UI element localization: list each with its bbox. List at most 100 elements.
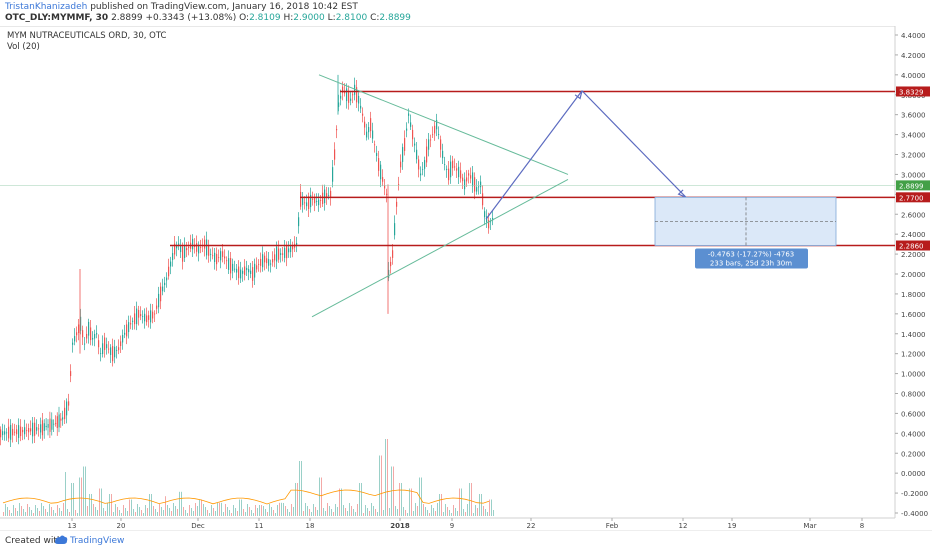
candle-body <box>372 130 374 139</box>
volume-bar <box>283 503 284 516</box>
volume-bar <box>133 509 134 516</box>
candle-body <box>346 88 348 102</box>
volume-bar <box>387 439 388 516</box>
volume-bar <box>367 508 368 516</box>
volume-bar <box>473 513 474 516</box>
volume-bar <box>337 507 338 516</box>
candle-body <box>362 113 364 116</box>
volume-bar <box>257 508 258 516</box>
y-tick-label: 0.0000 <box>901 470 926 478</box>
chart-canvas[interactable]: 4.40004.20004.00003.80003.60003.40003.20… <box>0 26 932 530</box>
candle-body <box>176 244 178 249</box>
candle-body <box>242 270 244 274</box>
volume-bar <box>231 513 232 516</box>
volume-bar <box>299 461 300 516</box>
candle-body <box>216 253 218 265</box>
volume-bar <box>177 509 178 516</box>
volume-bar <box>411 488 412 516</box>
candle-body <box>26 430 28 432</box>
candle-body <box>334 149 336 160</box>
candle-body <box>390 261 392 267</box>
candle-body <box>45 425 47 428</box>
low-label: L: <box>327 13 336 23</box>
volume-bar <box>361 483 362 516</box>
volume-bar <box>217 503 218 516</box>
candle-body <box>384 185 386 189</box>
volume-bar <box>355 512 356 516</box>
candle-body <box>80 316 82 331</box>
candle-body <box>41 420 44 436</box>
candle-body <box>56 416 58 429</box>
volume-bar <box>413 511 414 516</box>
candle-body <box>286 244 288 259</box>
x-tick-label: 20 <box>117 522 126 530</box>
volume-bar <box>29 507 30 516</box>
volume-bar <box>71 483 72 516</box>
candle-body <box>402 147 404 162</box>
volume-bar <box>237 511 238 516</box>
volume-bar <box>493 510 494 516</box>
volume-bar <box>157 512 158 516</box>
candle-body <box>162 286 164 292</box>
volume-bar <box>451 513 452 516</box>
candle-body <box>252 267 254 281</box>
volume-bar <box>279 502 280 516</box>
volume-bar <box>107 503 108 516</box>
candle-body <box>344 91 346 94</box>
candle-body <box>128 322 130 333</box>
candle-body <box>208 245 210 256</box>
volume-bar <box>31 510 32 516</box>
candle-body <box>482 193 484 206</box>
candle-body <box>22 429 24 433</box>
candle-body <box>308 196 310 210</box>
volume-bar <box>5 504 6 516</box>
candle-body <box>98 340 100 348</box>
candle-body <box>436 119 438 130</box>
volume-bar <box>37 508 38 516</box>
volume-bar <box>137 504 138 516</box>
volume-bar <box>243 509 244 516</box>
volume-bar <box>35 505 36 516</box>
volume-bar <box>63 503 64 516</box>
candle-body <box>342 86 344 93</box>
candle-body <box>47 423 49 428</box>
volume-bar <box>389 508 390 516</box>
volume-bar <box>163 510 164 516</box>
candle-body <box>154 313 156 315</box>
volume-bar <box>259 505 260 516</box>
volume-bar <box>459 488 460 516</box>
volume-bar <box>57 505 58 516</box>
candle-body <box>484 211 486 218</box>
x-tick-label: 18 <box>306 522 315 530</box>
volume-bar <box>47 512 48 516</box>
candle-body <box>224 256 226 259</box>
candle-body <box>414 143 416 146</box>
tradingview-logo-icon <box>55 535 68 544</box>
author-link[interactable]: TristanKhanizadeh <box>5 2 88 12</box>
open-label: O: <box>239 13 250 23</box>
level-price-label: 2.7700 <box>899 194 924 202</box>
volume-bar <box>233 505 234 516</box>
candle-body <box>376 153 378 156</box>
volume-bar <box>305 503 306 516</box>
volume-bar <box>281 502 282 516</box>
volume-bar <box>193 511 194 516</box>
high-label: H: <box>283 13 294 23</box>
volume-bar <box>377 512 378 516</box>
candle-body <box>284 247 286 258</box>
volume-bar <box>129 499 130 516</box>
y-tick-label: 2.2000 <box>901 251 926 259</box>
volume-bar <box>449 510 450 516</box>
candle-body <box>170 261 172 267</box>
volume-bar <box>481 494 482 516</box>
candle-body <box>302 196 304 206</box>
volume-bar <box>117 507 118 516</box>
candle-body <box>74 336 76 342</box>
volume-bar <box>353 509 354 516</box>
volume-bar <box>181 491 182 516</box>
candle-body <box>396 201 398 207</box>
candle-body <box>438 134 440 136</box>
symbol-label: OTC_DLY:MYMMF, 30 <box>5 13 109 23</box>
candle-body <box>424 160 426 169</box>
tradingview-brand[interactable]: TradingView <box>70 536 125 546</box>
